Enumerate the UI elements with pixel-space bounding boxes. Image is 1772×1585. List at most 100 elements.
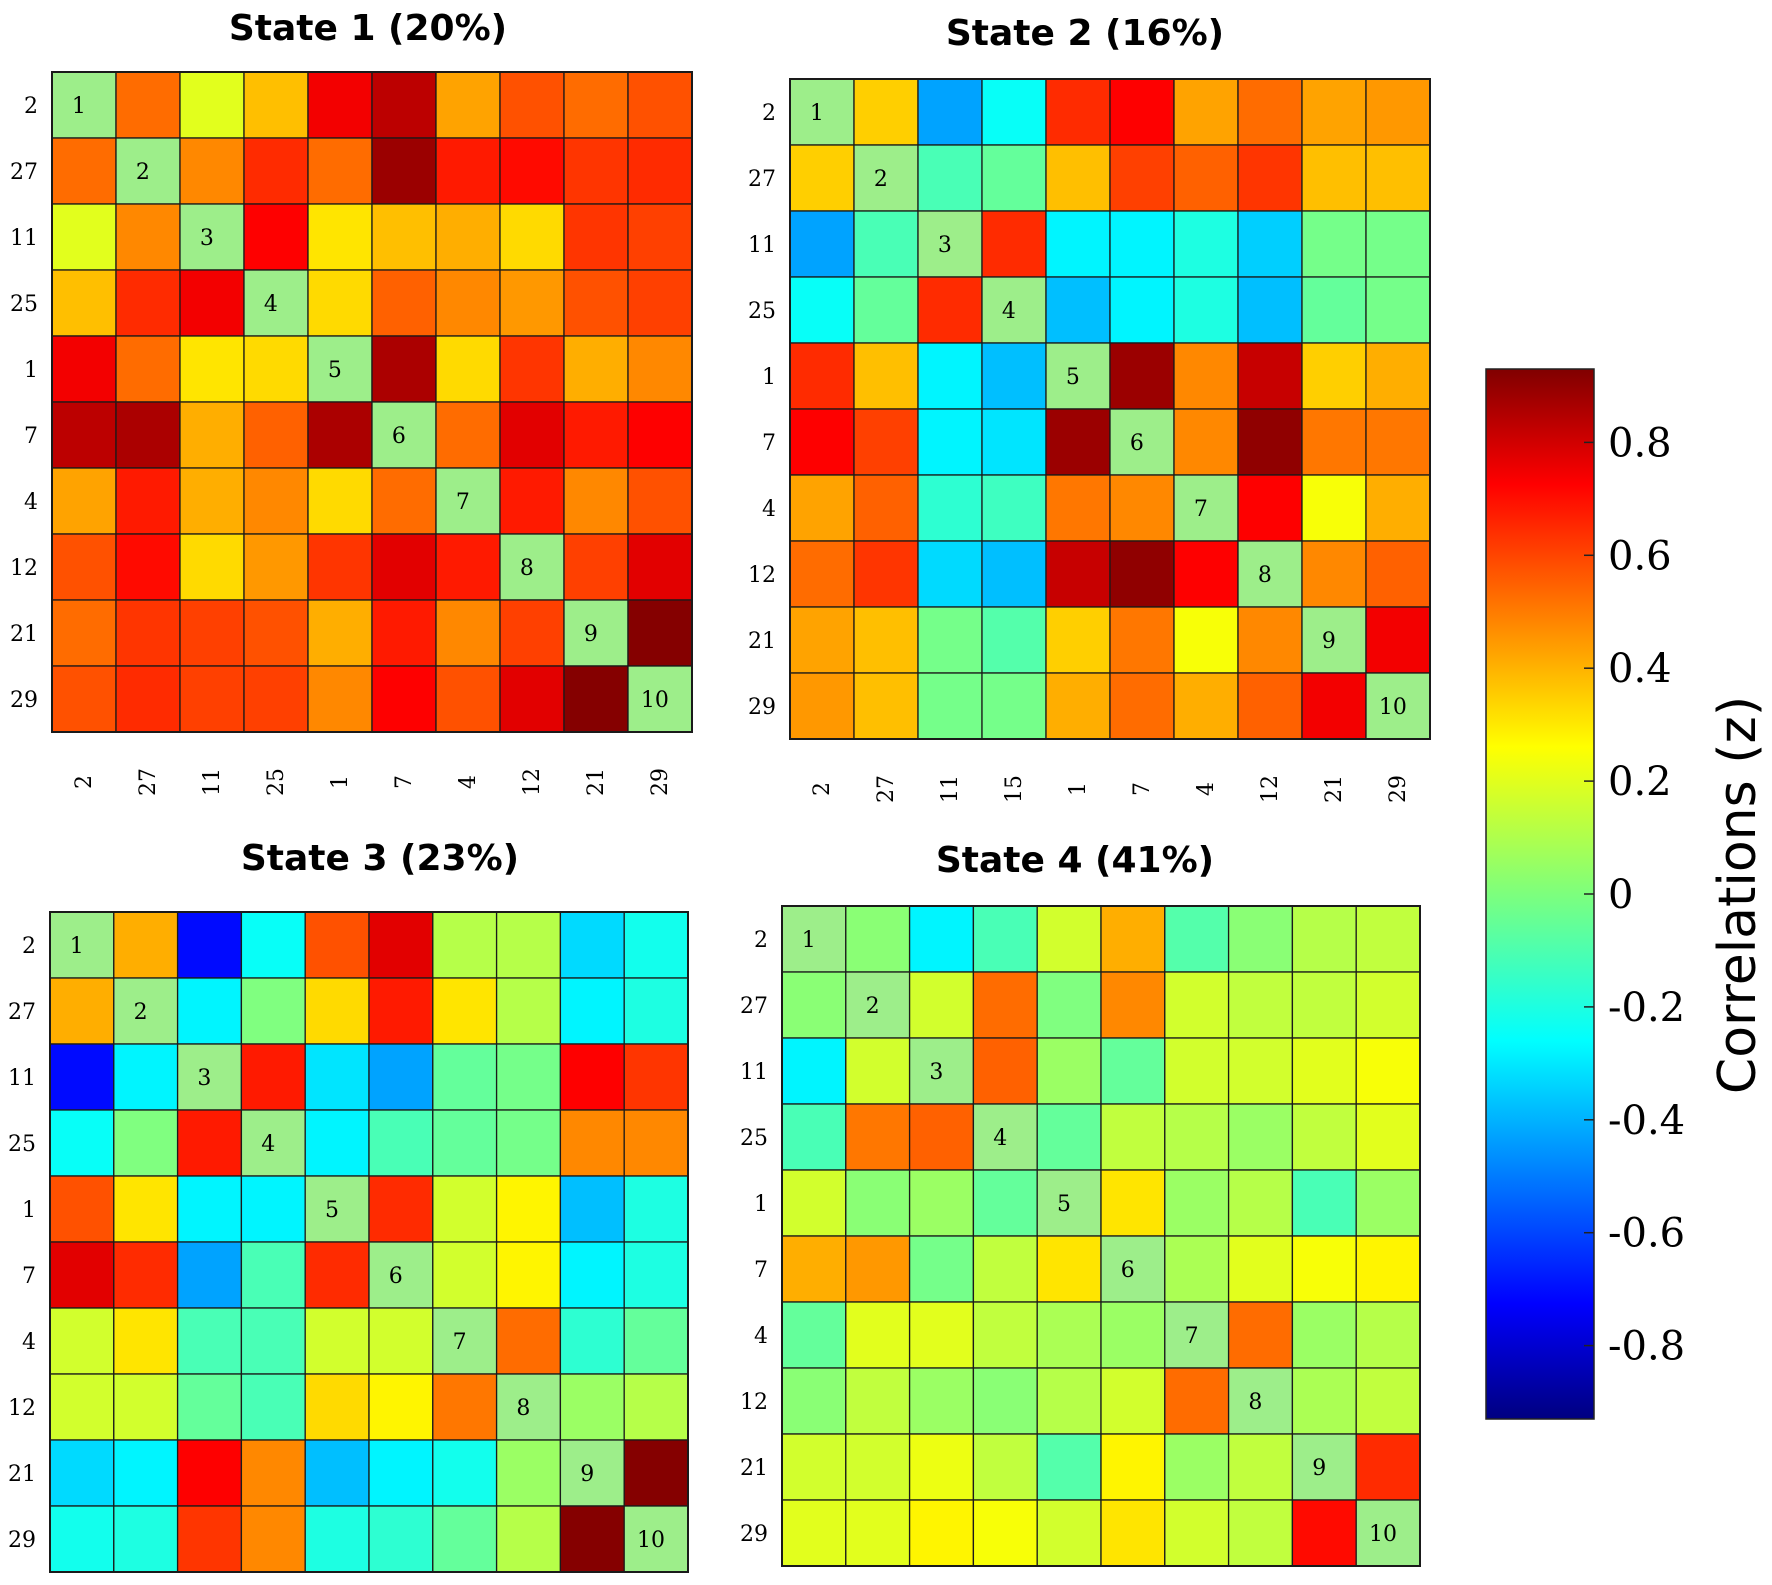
heatmap-cell bbox=[243, 665, 309, 733]
y-tick-label: 27 bbox=[748, 167, 776, 192]
heatmap-cell bbox=[368, 1373, 434, 1441]
diagonal-label: 4 bbox=[261, 1132, 275, 1157]
heatmap-cell bbox=[627, 533, 693, 601]
heatmap-cell bbox=[1173, 408, 1239, 476]
panel-border bbox=[781, 905, 1421, 1567]
colorbar-gradient bbox=[1485, 368, 1595, 1420]
heatmap-cell bbox=[781, 1037, 847, 1105]
heatmap-cell bbox=[371, 71, 437, 139]
heatmap-cell bbox=[307, 71, 373, 139]
heatmap-cell bbox=[1173, 672, 1239, 740]
y-tick-label: 25 bbox=[8, 1132, 36, 1157]
heatmap-cell bbox=[432, 1505, 498, 1573]
heatmap-cell bbox=[563, 533, 629, 601]
diagonal-label: 6 bbox=[1121, 1258, 1135, 1283]
heatmap-cell bbox=[304, 911, 370, 979]
heatmap-cell bbox=[1045, 474, 1111, 542]
colorbar-tick-label: 0 bbox=[1608, 872, 1633, 918]
heatmap-cell bbox=[781, 1103, 847, 1171]
heatmap-diagonal-cell bbox=[499, 533, 565, 601]
heatmap-cell bbox=[1100, 971, 1166, 1039]
heatmap-panels: State 1 (20%)123456789102271125174122129… bbox=[8, 8, 1431, 1573]
y-tick-label: 12 bbox=[10, 556, 38, 581]
heatmap-cell bbox=[1355, 971, 1421, 1039]
y-tick-label: 27 bbox=[740, 994, 768, 1019]
heatmap-cell bbox=[908, 1433, 975, 1501]
heatmap-cell bbox=[908, 1103, 975, 1171]
x-tick-label: 27 bbox=[136, 768, 161, 796]
heatmap-cell bbox=[1164, 1169, 1230, 1237]
heatmap-cell bbox=[243, 533, 309, 601]
heatmap-cell bbox=[1237, 672, 1303, 740]
heatmap-cell bbox=[917, 78, 983, 146]
x-tick-label: 21 bbox=[1322, 775, 1347, 803]
heatmap-cell bbox=[1355, 1235, 1421, 1303]
heatmap-cell bbox=[240, 1439, 306, 1507]
heatmap-cell bbox=[1109, 672, 1175, 740]
y-tick-label: 27 bbox=[8, 1000, 36, 1025]
heatmap-cell bbox=[917, 342, 983, 410]
heatmap-cell bbox=[240, 1505, 306, 1573]
heatmap-cell bbox=[51, 401, 117, 469]
diagonal-label: 7 bbox=[1185, 1324, 1199, 1349]
heatmap-cell bbox=[49, 1175, 115, 1243]
heatmap-cell bbox=[49, 1439, 115, 1507]
colorbar-tick-label: 0.8 bbox=[1608, 420, 1672, 466]
diagonal-label: 5 bbox=[1066, 365, 1080, 390]
heatmap-cell bbox=[304, 1307, 370, 1375]
heatmap-cell bbox=[1291, 1367, 1357, 1435]
heatmap-cell bbox=[623, 1373, 689, 1441]
panel-title: State 1 (20%) bbox=[229, 8, 507, 49]
heatmap-cell bbox=[1036, 905, 1102, 973]
heatmap-cell bbox=[179, 665, 245, 733]
heatmap-cell bbox=[972, 1037, 1038, 1105]
heatmap-cell bbox=[113, 1175, 179, 1243]
heatmap-cell bbox=[115, 401, 181, 469]
heatmap-cell bbox=[563, 71, 629, 139]
heatmap-cell bbox=[495, 911, 562, 979]
x-tick-label: 1 bbox=[328, 775, 353, 789]
heatmap-cell bbox=[1291, 1301, 1357, 1369]
heatmap-cell bbox=[1237, 78, 1303, 146]
heatmap-cell bbox=[972, 905, 1038, 973]
y-tick-label: 29 bbox=[8, 1528, 36, 1553]
heatmap-cell bbox=[563, 335, 629, 403]
heatmap-cell bbox=[1355, 1433, 1421, 1501]
heatmap-cell bbox=[307, 467, 373, 535]
y-tick-label: 29 bbox=[740, 1522, 768, 1547]
heatmap-cell bbox=[908, 1301, 975, 1369]
heatmap-cell bbox=[115, 533, 181, 601]
heatmap-cell bbox=[981, 408, 1047, 476]
heatmap-cell bbox=[853, 474, 919, 542]
heatmap-cell bbox=[559, 1175, 625, 1243]
heatmap-cell bbox=[176, 911, 243, 979]
heatmap-cell bbox=[1301, 408, 1367, 476]
heatmap-cell bbox=[627, 401, 693, 469]
heatmap-cell bbox=[1045, 210, 1111, 278]
y-tick-label: 11 bbox=[740, 1060, 768, 1085]
diagonal-label: 4 bbox=[264, 292, 278, 317]
heatmap-cell bbox=[499, 269, 565, 337]
diagonal-label: 1 bbox=[810, 101, 824, 126]
colorbar-ticks: 0.8 0.6 0.4 0.2 0 -0.2 -0.4 -0.6 -0.8 bbox=[1584, 420, 1685, 1370]
heatmap-cell bbox=[1355, 1301, 1421, 1369]
heatmap-cell bbox=[113, 1307, 179, 1375]
heatmap-cell bbox=[307, 269, 373, 337]
heatmap-cell bbox=[1164, 1103, 1230, 1171]
heatmap-cell bbox=[1164, 1433, 1230, 1501]
heatmap-cell bbox=[243, 467, 309, 535]
y-tick-label: 2 bbox=[754, 928, 768, 953]
heatmap-cell bbox=[179, 599, 245, 667]
heatmap-cell bbox=[240, 1373, 306, 1441]
heatmap-cell bbox=[1291, 1103, 1357, 1171]
heatmap-cell bbox=[240, 1175, 306, 1243]
heatmap-cell bbox=[51, 137, 117, 205]
heatmap-cell bbox=[1100, 1499, 1166, 1567]
heatmap-cell bbox=[371, 269, 437, 337]
heatmap-cell bbox=[853, 606, 919, 674]
heatmap-cell bbox=[1036, 1367, 1102, 1435]
heatmap-cell bbox=[435, 533, 501, 601]
heatmap-cell bbox=[1301, 276, 1367, 344]
heatmap-cell bbox=[1164, 1367, 1230, 1435]
heatmap-cell bbox=[495, 1505, 562, 1573]
